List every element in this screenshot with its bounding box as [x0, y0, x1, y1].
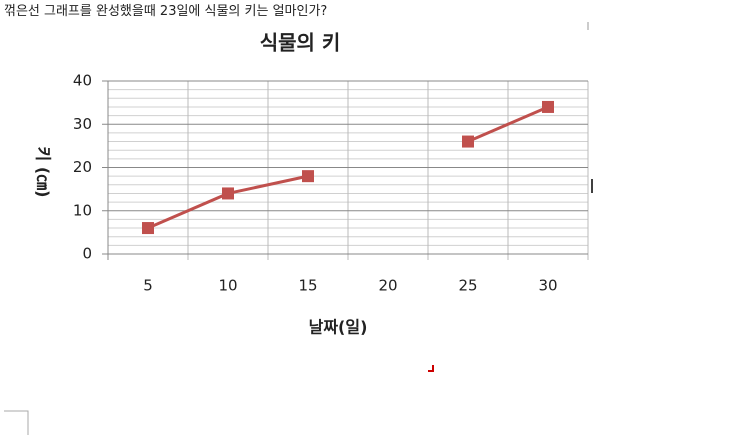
x-tick-label: 25 — [458, 277, 477, 295]
marker — [542, 100, 554, 113]
y-tick-label: 20 — [73, 158, 92, 176]
marker — [462, 135, 474, 148]
x-tick-label: 15 — [298, 277, 317, 295]
y-axis-title: 키 (㎝) — [34, 147, 53, 198]
marker — [142, 222, 154, 235]
x-tick-label: 30 — [538, 277, 557, 295]
decoration — [428, 365, 434, 372]
x-tick-label: 5 — [143, 277, 153, 295]
marker — [302, 170, 314, 183]
y-tick-label: 10 — [73, 201, 92, 219]
y-tick-label: 40 — [73, 72, 92, 90]
y-tick-label: 30 — [73, 115, 92, 133]
chart-title: 식물의 키 — [260, 31, 341, 55]
x-tick-label: 20 — [378, 277, 397, 295]
decoration — [4, 410, 29, 435]
question: 꺾은선 그래프를 완성했을때 23일에 식물의 키는 얼마인가? — [4, 4, 328, 19]
x-axis-title: 날짜(일) — [309, 318, 368, 337]
marker — [222, 187, 234, 200]
x-tick-label: 10 — [218, 277, 237, 295]
y-tick-label: 0 — [82, 245, 92, 263]
